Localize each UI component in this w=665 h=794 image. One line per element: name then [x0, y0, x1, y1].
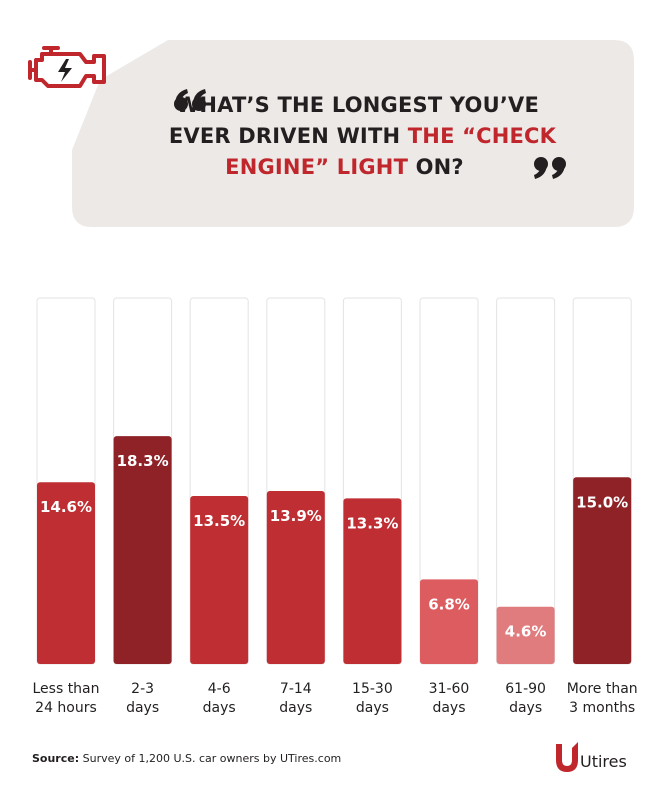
bar: [420, 579, 478, 664]
category-label: Less than 24 hours: [21, 680, 111, 718]
bar-value-label: 18.3%: [117, 452, 169, 470]
category-label: 4-6 days: [174, 680, 264, 718]
category-label: 61-90 days: [481, 680, 571, 718]
check-engine-icon: [28, 46, 106, 88]
category-label-line: 3 months: [569, 700, 636, 716]
bar-value-label: 4.6%: [505, 623, 547, 641]
bar: [266, 490, 325, 664]
bar-value-label: 14.6%: [40, 498, 92, 516]
category-label-line: days: [432, 700, 466, 716]
chart-title-line-1: WHAT’S THE LONGEST YOU’VE: [176, 93, 539, 117]
chart-title-line-2: EVER DRIVEN WITH THE “CHECK: [168, 124, 557, 148]
chart-title-line-3: ENGINE” LIGHT ON?: [225, 155, 464, 179]
category-label-line: 24 hours: [35, 700, 97, 716]
quote-close-icon: [534, 157, 566, 179]
category-label-line: 61-90: [505, 681, 546, 697]
category-label-line: 4-6: [207, 681, 231, 697]
title-highlight-1: THE “CHECK: [407, 124, 557, 148]
category-label: 31-60 days: [404, 680, 494, 718]
category-label: More than 3 months: [557, 680, 647, 718]
category-label-line: 15-30: [352, 681, 393, 697]
bar-value-label: 13.9%: [270, 507, 322, 525]
category-label-line: 31-60: [428, 681, 470, 697]
quote-open-icon: [174, 89, 206, 111]
category-label-line: Less than: [32, 681, 100, 697]
category-label-line: days: [355, 700, 389, 716]
brand-name: Utires: [580, 752, 627, 771]
category-label: 15-30 days: [327, 680, 417, 718]
category-label-line: More than: [566, 681, 638, 697]
bar: [37, 482, 95, 664]
utires-logo-icon: [556, 742, 578, 772]
bar: [573, 477, 632, 664]
source-text: Survey of 1,200 U.S. car owners by UTire…: [79, 752, 342, 765]
category-label: 2-3 days: [98, 680, 188, 718]
category-label-line: days: [126, 700, 160, 716]
speech-bubble: [72, 40, 634, 227]
source-note: Source: Survey of 1,200 U.S. car owners …: [32, 752, 341, 765]
category-label-line: days: [509, 700, 543, 716]
category-label: 7-14 days: [251, 680, 341, 718]
category-label-line: 2-3: [131, 681, 155, 697]
category-label-line: days: [279, 700, 313, 716]
bar-value-label: 6.8%: [428, 595, 470, 613]
source-label: Source:: [32, 752, 80, 765]
category-label-line: days: [202, 700, 236, 716]
bar: [190, 495, 249, 664]
title-highlight-2: ENGINE” LIGHT: [225, 155, 409, 179]
category-label-line: 7-14: [279, 681, 312, 697]
bar: [496, 606, 555, 664]
bar-value-label: 13.5%: [193, 512, 245, 530]
bar-value-label: 15.0%: [576, 493, 628, 511]
bar: [113, 436, 172, 664]
bar: [343, 498, 402, 664]
bar-value-label: 13.3%: [346, 514, 398, 532]
